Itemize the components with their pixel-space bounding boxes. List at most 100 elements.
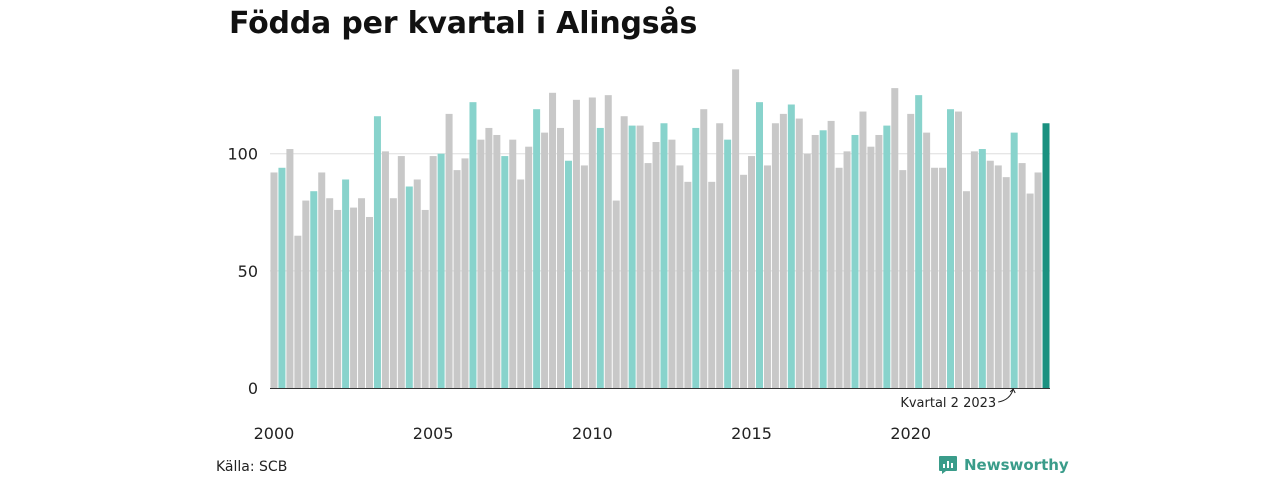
x-tick-label: 2000	[254, 424, 295, 443]
annotation: Kvartal 2 2023	[900, 388, 1016, 411]
y-tick-label: 50	[238, 262, 258, 281]
y-tick-label: 100	[227, 145, 258, 164]
brand-name: Newsworthy	[964, 456, 1069, 474]
bar	[827, 120, 835, 388]
bar	[915, 95, 923, 388]
bar	[453, 170, 461, 388]
x-tick-label: 2015	[731, 424, 772, 443]
bar	[740, 174, 748, 388]
chart-title: Födda per kvartal i Alingsås	[229, 6, 698, 41]
bar	[533, 109, 541, 388]
bar	[620, 116, 628, 388]
bar	[541, 132, 549, 388]
bar	[493, 134, 501, 388]
bar	[461, 158, 469, 388]
bar	[899, 170, 907, 388]
bar	[294, 235, 302, 388]
bar	[867, 146, 875, 388]
bar	[708, 181, 716, 388]
bar	[485, 127, 493, 388]
bar	[644, 163, 652, 388]
bar	[994, 165, 1002, 388]
bar	[931, 167, 939, 388]
bar	[389, 198, 397, 388]
bar	[429, 156, 437, 388]
bar	[763, 165, 771, 388]
bar	[684, 181, 692, 388]
bar	[716, 123, 724, 388]
bar	[302, 200, 310, 388]
bar	[962, 191, 970, 388]
bar	[795, 118, 803, 388]
bar	[421, 209, 429, 388]
bar	[755, 102, 763, 389]
bar	[676, 165, 684, 388]
bar	[549, 92, 557, 389]
bar	[310, 191, 318, 388]
bar	[365, 216, 373, 388]
bar	[358, 198, 366, 388]
bar	[907, 113, 915, 388]
newsworthy-logo-icon	[939, 456, 957, 474]
source-label: Källa: SCB	[216, 459, 288, 475]
bars	[270, 69, 1050, 389]
bar	[779, 113, 787, 388]
bar	[986, 160, 994, 388]
bar	[1042, 123, 1050, 388]
bar	[819, 130, 827, 389]
bar	[660, 123, 668, 388]
bar	[787, 104, 795, 388]
bar	[397, 156, 405, 388]
bar	[1034, 172, 1042, 388]
bar	[1002, 177, 1010, 388]
bar	[692, 127, 700, 388]
bar	[437, 153, 445, 388]
bar	[803, 153, 811, 388]
brand-logo: Newsworthy	[938, 455, 1069, 475]
bar	[517, 179, 525, 388]
bar	[883, 125, 891, 388]
bar	[373, 116, 381, 388]
bar	[700, 109, 708, 388]
bar	[381, 151, 389, 388]
bar	[477, 139, 485, 388]
y-tick-label: 0	[248, 379, 258, 398]
bar	[557, 127, 565, 388]
bar	[286, 149, 294, 388]
bar	[405, 186, 413, 388]
bar	[628, 125, 636, 388]
bar	[748, 156, 756, 388]
bar	[1010, 132, 1018, 388]
annotation-label: Kvartal 2 2023	[900, 396, 996, 411]
annotation-arrowhead	[1009, 388, 1016, 394]
bar	[636, 125, 644, 388]
bar	[564, 160, 572, 388]
bar	[652, 142, 660, 388]
bar	[947, 109, 955, 388]
bar	[342, 179, 350, 388]
bar	[326, 198, 334, 388]
bar	[978, 149, 986, 388]
bar	[923, 132, 931, 388]
bar	[469, 102, 477, 389]
bar	[509, 139, 517, 388]
bar	[771, 123, 779, 388]
bar	[604, 95, 612, 388]
bar	[596, 127, 604, 388]
x-tick-label: 2010	[572, 424, 613, 443]
bar	[612, 200, 620, 388]
bar	[580, 165, 588, 388]
bar	[572, 99, 580, 388]
bar	[954, 111, 962, 388]
bar	[1026, 193, 1034, 388]
x-axis-ticks: 2000 2005 2010 2015 2020	[254, 424, 931, 443]
y-axis-ticks: 0 50 100	[227, 145, 258, 398]
bar	[835, 167, 843, 388]
bar	[350, 207, 358, 388]
bar	[732, 69, 740, 389]
x-tick-label: 2020	[890, 424, 931, 443]
bar	[859, 111, 867, 388]
bar	[278, 167, 286, 388]
bar	[970, 151, 978, 388]
